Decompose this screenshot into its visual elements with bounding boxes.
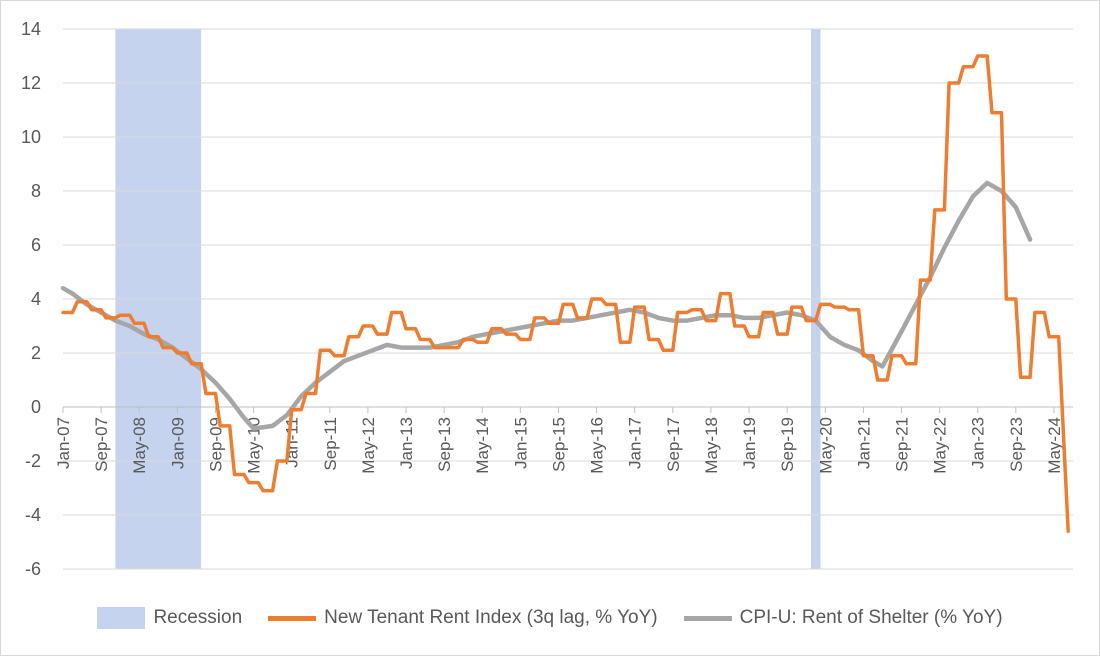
legend-label-new-tenant-rent-index: New Tenant Rent Index (3q lag, % YoY) (324, 607, 658, 628)
y-tick-label: 6 (31, 235, 41, 255)
x-tick-label: Sep-23 (1007, 417, 1026, 472)
x-tick-label: Sep-07 (92, 417, 111, 472)
legend-swatch-recession (97, 607, 146, 629)
x-tick-label: Jan-15 (511, 417, 530, 469)
y-tick-label: 14 (21, 19, 41, 39)
x-tick-label: May-24 (1045, 417, 1064, 474)
y-tick-label: -2 (25, 451, 41, 471)
legend-item-recession: Recession (97, 607, 242, 629)
legend-label-recession: Recession (153, 607, 243, 628)
legend-swatch-new-tenant-rent-index (268, 615, 317, 621)
legend-item-new-tenant-rent-index: New Tenant Rent Index (3q lag, % YoY) (268, 607, 658, 629)
x-tick-label: Sep-09 (206, 417, 225, 472)
series-line-cpi-rent-of-shelter (60, 180, 1033, 431)
x-tick-label: Sep-17 (664, 417, 683, 472)
x-tick-label: Sep-15 (549, 417, 568, 472)
y-tick-label: 2 (31, 343, 41, 363)
legend-swatch-cpi-rent-of-shelter (683, 615, 732, 621)
legend-item-cpi-rent-of-shelter: CPI-U: Rent of Shelter (% YoY) (683, 607, 1003, 629)
x-tick-label: May-10 (245, 417, 264, 474)
y-tick-label: -6 (25, 559, 41, 579)
x-tick-label: Sep-13 (435, 417, 454, 472)
x-tick-label: May-14 (473, 417, 492, 474)
x-tick-label: May-08 (130, 417, 149, 474)
x-tick-label: May-18 (702, 417, 721, 474)
y-tick-label: 10 (21, 127, 41, 147)
x-tick-label: Sep-21 (892, 417, 911, 472)
y-axis-tick-labels: -6 -4 -2 0 2 4 6 8 10 12 14 (21, 19, 41, 579)
x-tick-label: May-12 (359, 417, 378, 474)
y-tick-label: 12 (21, 73, 41, 93)
x-tick-label: Jan-21 (854, 417, 873, 469)
y-tick-label: -4 (25, 505, 41, 525)
x-tick-label: Sep-19 (778, 417, 797, 472)
x-tick-label: May-16 (588, 417, 607, 474)
gridlines (63, 28, 1073, 570)
series-lines (60, 54, 1070, 533)
x-tick-label: May-20 (816, 417, 835, 474)
x-tick-label: Jan-13 (397, 417, 416, 469)
x-axis: Jan-07 Sep-07 May-08 Jan-09 Sep-09 May-10 Jan-… (54, 406, 1073, 474)
series-line-new-tenant-rent-index (61, 54, 1070, 533)
x-tick-label: Jan-09 (168, 417, 187, 469)
x-tick-label: Jan-19 (740, 417, 759, 469)
x-tick-label: Jan-23 (969, 417, 988, 469)
x-tick-label: Jan-07 (54, 417, 73, 469)
x-tick-label: Sep-11 (321, 417, 340, 471)
y-tick-label: 0 (31, 397, 41, 417)
x-tick-label: May-22 (931, 417, 950, 474)
legend-label-cpi-rent-of-shelter: CPI-U: Rent of Shelter (% YoY) (739, 607, 1003, 628)
y-tick-label: 8 (31, 181, 41, 201)
legend: Recession New Tenant Rent Index (3q lag,… (0, 603, 1100, 633)
y-tick-label: 4 (31, 289, 41, 309)
x-tick-label: Jan-17 (626, 417, 645, 469)
